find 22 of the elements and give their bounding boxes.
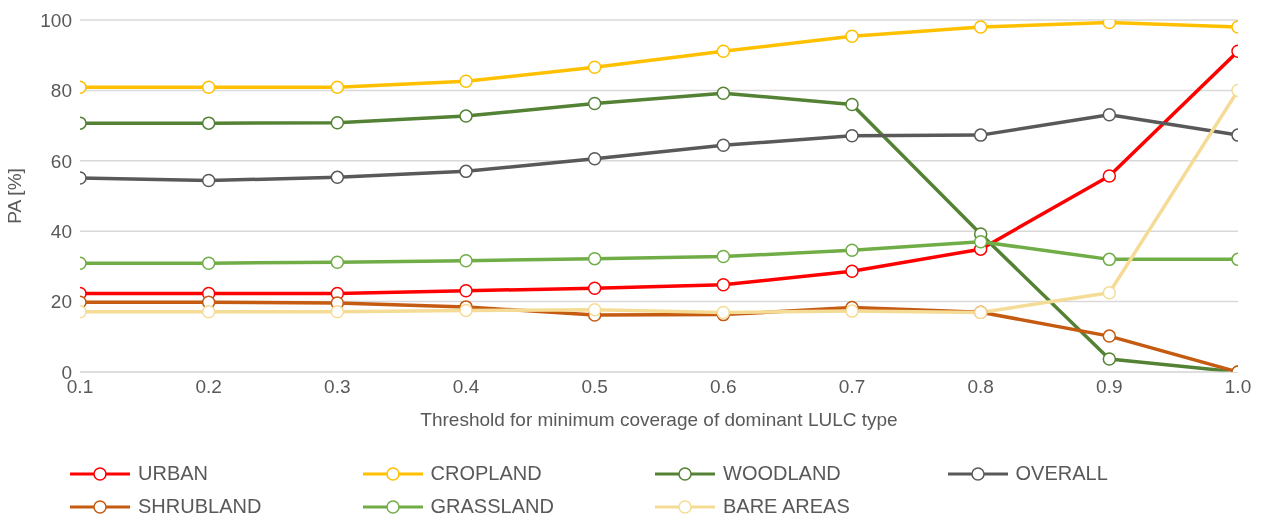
y-tick-label: 60 [50, 150, 72, 172]
legend-label: GRASSLAND [430, 495, 554, 518]
legend-label: CROPLAND [430, 462, 542, 485]
x-tick-label: 0.4 [452, 376, 480, 398]
x-tick-label: 0.2 [195, 376, 222, 398]
x-tick-label: 0.7 [838, 376, 866, 398]
y-tick-label: 20 [50, 291, 72, 313]
legend-label: URBAN [138, 462, 209, 485]
x-tick-label: 0.5 [581, 376, 608, 398]
x-tick-label: 0.6 [710, 376, 737, 398]
x-tick-label: 1.0 [1224, 376, 1252, 398]
legend-label: BARE AREAS [723, 495, 850, 518]
y-tick-label: 40 [50, 220, 72, 242]
legend-label: SHRUBLAND [138, 495, 262, 518]
y-tick-label: 80 [50, 80, 72, 102]
x-tick-label: 0.3 [324, 376, 351, 398]
legend-label: OVERALL [1015, 462, 1108, 485]
x-tick-label: 0.8 [967, 376, 994, 398]
x-axis-title: Threshold for minimum coverage of dominant LULC type [420, 409, 898, 430]
legend-label: WOODLAND [723, 462, 841, 485]
y-tick-label: 100 [40, 9, 72, 31]
x-tick-label: 0.9 [1096, 376, 1123, 398]
